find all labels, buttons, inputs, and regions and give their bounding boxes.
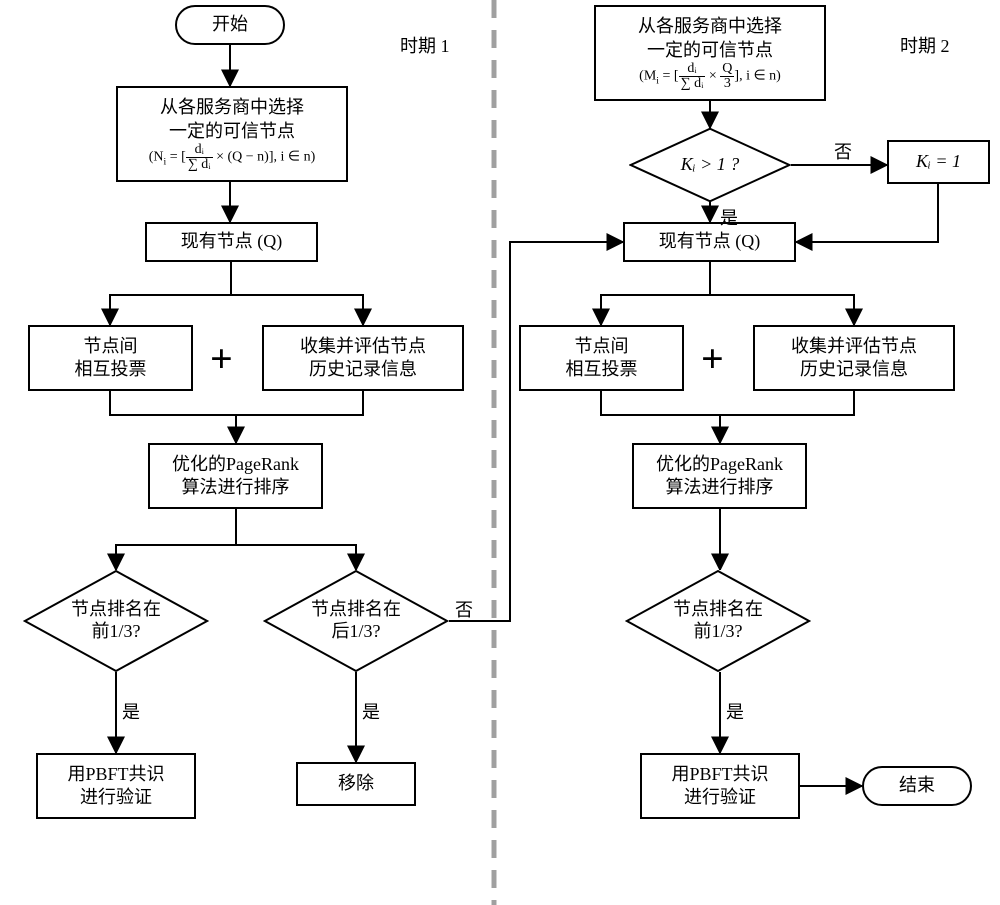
p1-bot-l1: 节点排名在 bbox=[311, 599, 401, 621]
p1-top-decision: 节点排名在 前1/3? bbox=[23, 570, 209, 672]
p1-rank-l1: 优化的PageRank bbox=[172, 453, 299, 476]
branch-label: 否 bbox=[455, 596, 473, 622]
branch-label: 是 bbox=[122, 698, 140, 724]
p1-hist-l1: 收集并评估节点 bbox=[300, 335, 426, 358]
branch-label: 是 bbox=[720, 204, 738, 230]
p1-select-line1: 从各服务商中选择 bbox=[149, 96, 316, 119]
p2-top-l2: 前1/3? bbox=[673, 621, 763, 643]
p1-select-process: 从各服务商中选择 一定的可信节点 (Ni = [dᵢ∑ dᵢ × (Q − n)… bbox=[116, 86, 348, 182]
p1-pbft-process: 用PBFT共识 进行验证 bbox=[36, 753, 196, 819]
end-label: 结束 bbox=[899, 774, 935, 797]
p2-kset-label: Kᵢ = 1 bbox=[916, 150, 961, 173]
p2-hist-l2: 历史记录信息 bbox=[791, 358, 917, 381]
p2-rank-process: 优化的PageRank 算法进行排序 bbox=[632, 443, 807, 509]
p2-hist-l1: 收集并评估节点 bbox=[791, 335, 917, 358]
p1-select-formula: (Ni = [dᵢ∑ dᵢ × (Q − n)], i ∈ n) bbox=[149, 143, 316, 172]
p1-rank-l2: 算法进行排序 bbox=[172, 476, 299, 499]
p2-vote-process: 节点间 相互投票 bbox=[519, 325, 684, 391]
p2-rank-l2: 算法进行排序 bbox=[656, 476, 783, 499]
p2-kset-process: Kᵢ = 1 bbox=[887, 140, 990, 184]
end-terminator: 结束 bbox=[862, 766, 972, 806]
p1-pbft-l1: 用PBFT共识 bbox=[67, 763, 164, 786]
start-label: 开始 bbox=[212, 13, 248, 36]
p1-pbft-l2: 进行验证 bbox=[67, 786, 164, 809]
p2-vote-l1: 节点间 bbox=[566, 335, 638, 358]
p2-select-line2: 一定的可信节点 bbox=[638, 39, 782, 62]
p2-plus-icon: + bbox=[701, 335, 724, 382]
p2-top-decision: 节点排名在 前1/3? bbox=[625, 570, 811, 672]
p1-history-process: 收集并评估节点 历史记录信息 bbox=[262, 325, 464, 391]
p2-existing-process: 现有节点 (Q) bbox=[623, 222, 796, 262]
p1-vote-l1: 节点间 bbox=[75, 335, 147, 358]
p2-pbft-l2: 进行验证 bbox=[671, 786, 768, 809]
p2-vote-l2: 相互投票 bbox=[566, 358, 638, 381]
p2-select-formula: (Mi = [dᵢ∑ dᵢ × Q3], i ∈ n) bbox=[638, 62, 782, 91]
p2-pbft-l1: 用PBFT共识 bbox=[671, 763, 768, 786]
p2-select-line1: 从各服务商中选择 bbox=[638, 15, 782, 38]
p1-select-line2: 一定的可信节点 bbox=[149, 120, 316, 143]
p1-vote-process: 节点间 相互投票 bbox=[28, 325, 193, 391]
p1-rank-process: 优化的PageRank 算法进行排序 bbox=[148, 443, 323, 509]
p1-bottom-decision: 节点排名在 后1/3? bbox=[263, 570, 449, 672]
p1-top-l1: 节点排名在 bbox=[71, 599, 161, 621]
p1-remove-process: 移除 bbox=[296, 762, 416, 806]
p2-rank-l1: 优化的PageRank bbox=[656, 453, 783, 476]
p1-bot-l2: 后1/3? bbox=[311, 621, 401, 643]
branch-label: 是 bbox=[726, 698, 744, 724]
branch-label: 是 bbox=[362, 698, 380, 724]
p2-kdec-label: Kᵢ > 1 ? bbox=[681, 154, 740, 176]
p1-vote-l2: 相互投票 bbox=[75, 358, 147, 381]
period-2-label: 时期 2 bbox=[900, 32, 950, 58]
p1-existing-label: 现有节点 (Q) bbox=[181, 230, 283, 253]
p2-pbft-process: 用PBFT共识 进行验证 bbox=[640, 753, 800, 819]
p2-k-decision: Kᵢ > 1 ? bbox=[629, 128, 791, 202]
branch-label: 否 bbox=[834, 138, 852, 164]
p1-hist-l2: 历史记录信息 bbox=[300, 358, 426, 381]
p1-top-l2: 前1/3? bbox=[71, 621, 161, 643]
p2-select-process: 从各服务商中选择 一定的可信节点 (Mi = [dᵢ∑ dᵢ × Q3], i … bbox=[594, 5, 826, 101]
p2-history-process: 收集并评估节点 历史记录信息 bbox=[753, 325, 955, 391]
p2-existing-label: 现有节点 (Q) bbox=[659, 230, 761, 253]
p2-top-l1: 节点排名在 bbox=[673, 599, 763, 621]
p1-remove-label: 移除 bbox=[338, 772, 374, 795]
period-1-label: 时期 1 bbox=[400, 32, 450, 58]
p1-plus-icon: + bbox=[210, 335, 233, 382]
start-terminator: 开始 bbox=[175, 5, 285, 45]
p1-existing-process: 现有节点 (Q) bbox=[145, 222, 318, 262]
